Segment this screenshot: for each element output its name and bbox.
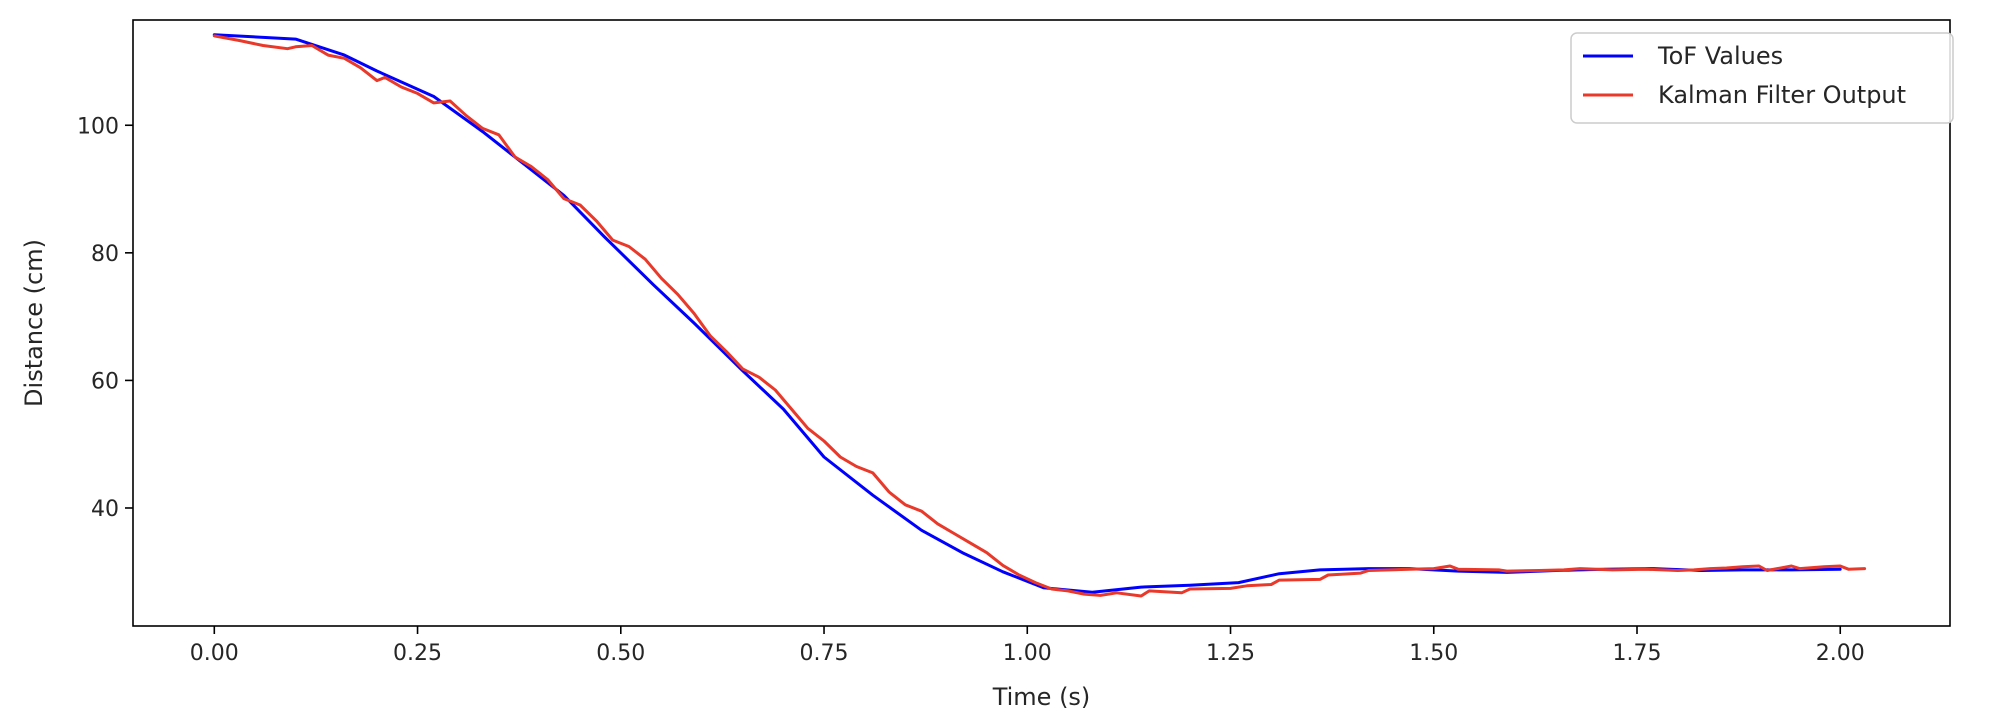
legend-label-tof-values: ToF Values bbox=[1657, 42, 1783, 70]
x-tick-label: 0.50 bbox=[596, 641, 645, 666]
x-tick-label: 2.00 bbox=[1816, 641, 1865, 666]
axes-frame bbox=[132, 19, 1951, 627]
y-tick-label: 80 bbox=[91, 242, 119, 267]
y-tick-label: 60 bbox=[91, 369, 119, 394]
y-tick-label: 100 bbox=[77, 114, 119, 139]
legend: ToF Values Kalman Filter Output bbox=[1570, 32, 1954, 124]
series-line-kalman-filter-output bbox=[212, 34, 1867, 598]
ticks-layer: 0.00 0.25 0.50 0.75 1.00 1.25 1.50 1.75 2.00 40 60… bbox=[77, 114, 1865, 666]
x-tick-label: 1.25 bbox=[1206, 641, 1255, 666]
x-tick-label: 1.00 bbox=[1003, 641, 1052, 666]
legend-box bbox=[1570, 32, 1954, 124]
y-tick-label: 40 bbox=[91, 497, 119, 522]
x-axis-label: Time (s) bbox=[992, 683, 1091, 711]
x-tick-label: 0.00 bbox=[190, 641, 239, 666]
series-layer bbox=[212, 33, 1867, 598]
x-tick-label: 0.75 bbox=[800, 641, 849, 666]
x-tick-label: 0.25 bbox=[393, 641, 442, 666]
x-tick-label: 1.75 bbox=[1613, 641, 1662, 666]
y-axis-label: Distance (cm) bbox=[20, 239, 48, 407]
x-tick-label: 1.50 bbox=[1409, 641, 1458, 666]
legend-label-kalman-filter-output: Kalman Filter Output bbox=[1658, 81, 1906, 109]
